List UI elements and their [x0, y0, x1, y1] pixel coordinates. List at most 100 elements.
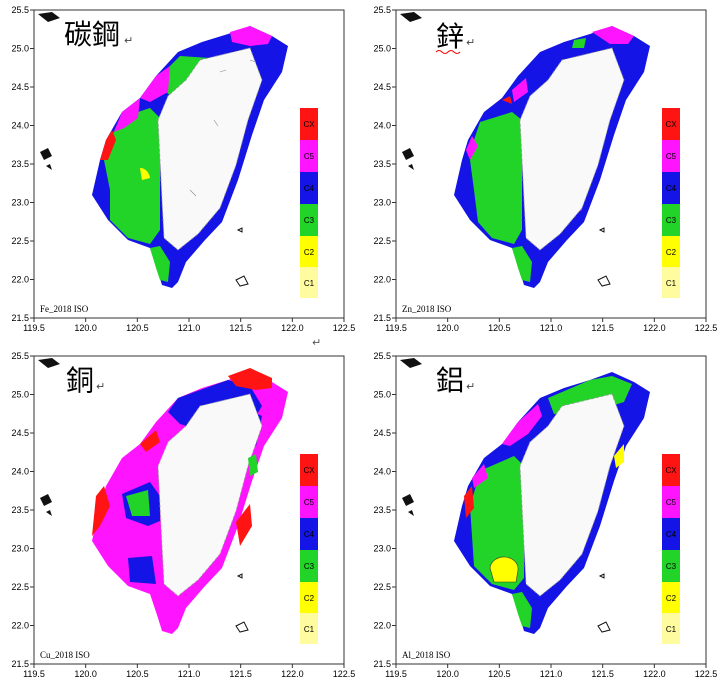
legend-bar: C1 C2 C3 C4 C5 CX — [662, 454, 680, 644]
legend-label-c4: C4 — [666, 184, 677, 193]
x-tick-label: 121.5 — [229, 323, 252, 333]
y-axis-ticks: 21.5 22.0 22.5 23.0 23.5 24.0 24.5 25.0 25.5 — [11, 351, 34, 669]
x-tick-label: 120.5 — [488, 323, 511, 333]
y-axis-ticks: 21.5 22.0 22.5 23.0 23.5 24.0 24.5 25.0 25.5 — [373, 5, 396, 323]
x-tick-label: 120.5 — [126, 669, 149, 679]
legend-bar: C1 C2 C3 C4 C5 CX — [300, 454, 318, 644]
x-tick-label: 121.0 — [178, 669, 201, 679]
legend-swatch-c3 — [300, 204, 318, 236]
x-tick-label: 122.0 — [643, 323, 666, 333]
legend-label-c5: C5 — [666, 152, 677, 161]
x-tick-label: 120.0 — [436, 669, 459, 679]
x-tick-label: 122.0 — [281, 323, 304, 333]
y-tick-label: 23.5 — [373, 159, 391, 169]
y-tick-label: 22.5 — [373, 236, 391, 246]
y-tick-label: 23.5 — [11, 505, 29, 515]
legend-label-c1: C1 — [666, 279, 677, 288]
x-tick-label: 120.0 — [74, 323, 97, 333]
x-tick-label: 121.5 — [591, 669, 614, 679]
panel-title: 碳鋼 — [64, 18, 120, 51]
spellcheck-underline — [435, 50, 461, 54]
panel-caption: Al_2018 ISO — [402, 650, 451, 660]
legend-swatch-c2 — [662, 236, 680, 267]
map-panel-cu: C1 C2 C3 C4 C5 CX 銅 ↵ Cu_2018 ISO 119.5 1… — [0, 346, 360, 688]
panel-caption: Cu_2018 ISO — [40, 650, 90, 660]
y-tick-label: 23.0 — [11, 198, 29, 208]
x-tick-label: 121.5 — [229, 669, 252, 679]
y-tick-label: 25.5 — [373, 351, 391, 361]
y-tick-label: 22.5 — [373, 582, 391, 592]
return-mark: ↵ — [312, 336, 322, 349]
y-tick-label: 23.5 — [373, 505, 391, 515]
x-tick-label: 122.5 — [333, 669, 356, 679]
legend-swatch-c1 — [662, 613, 680, 644]
legend-label-c4: C4 — [304, 184, 315, 193]
legend-bar: C1 C2 C3 C4 C5 CX — [662, 108, 680, 298]
y-tick-label: 21.5 — [11, 659, 29, 669]
legend-label-c2: C2 — [304, 594, 315, 603]
small-islands — [400, 12, 611, 287]
map-panel-fe: C1 C2 C3 C4 C5 CX 碳鋼 ↵ Fe_2018 ISO 119.5… — [0, 0, 360, 340]
legend-swatch-c4 — [662, 518, 680, 550]
y-tick-label: 24.5 — [11, 428, 29, 438]
y-tick-label: 25.5 — [11, 351, 29, 361]
panel-title: 鋅 — [436, 20, 464, 53]
y-tick-label: 21.5 — [373, 313, 391, 323]
legend-label-c1: C1 — [304, 279, 315, 288]
x-axis-ticks: 119.5 120.0 120.5 121.0 121.5 122.0 122.5 — [23, 664, 355, 679]
y-tick-label: 23.0 — [373, 544, 391, 554]
legend-swatch-cx — [300, 108, 318, 140]
x-axis-ticks: 119.5 120.0 120.5 121.0 121.5 122.0 122.5 — [385, 664, 717, 679]
legend-label-cx: CX — [665, 466, 677, 475]
taiwan-map — [92, 368, 288, 634]
legend-label-c2: C2 — [666, 248, 677, 257]
x-tick-label: 122.5 — [695, 323, 718, 333]
y-axis-ticks: 21.5 22.0 22.5 23.0 23.5 24.0 24.5 25.0 25.5 — [373, 351, 396, 669]
legend-label-c4: C4 — [304, 530, 315, 539]
legend-label-c1: C1 — [304, 625, 315, 634]
y-tick-label: 22.0 — [11, 275, 29, 285]
x-axis-ticks: 119.5 120.0 120.5 121.0 121.5 122.0 122.5 — [385, 318, 717, 333]
x-tick-label: 119.5 — [23, 669, 45, 679]
legend-swatch-c4 — [300, 172, 318, 204]
return-mark: ↵ — [466, 36, 475, 49]
legend-label-c3: C3 — [304, 562, 315, 571]
y-tick-label: 22.0 — [11, 621, 29, 631]
small-islands — [400, 358, 611, 633]
legend-label-c5: C5 — [666, 498, 677, 507]
y-tick-label: 21.5 — [373, 659, 391, 669]
panel-caption: Fe_2018 ISO — [40, 304, 89, 314]
taiwan-map — [454, 26, 650, 288]
legend-swatch-c1 — [662, 267, 680, 298]
x-tick-label: 121.0 — [540, 323, 563, 333]
legend-label-c5: C5 — [304, 152, 315, 161]
legend-label-c2: C2 — [666, 594, 677, 603]
x-axis-ticks: 119.5 120.0 120.5 121.0 121.5 122.0 122.5 — [23, 318, 355, 333]
legend-swatch-c4 — [300, 518, 318, 550]
legend-bar: C1 C2 C3 C4 C5 CX — [300, 108, 318, 298]
x-tick-label: 119.5 — [23, 323, 45, 333]
legend-swatch-c5 — [662, 140, 680, 172]
y-tick-label: 22.5 — [11, 236, 29, 246]
taiwan-map — [92, 26, 288, 288]
x-tick-label: 119.5 — [385, 323, 407, 333]
legend-swatch-cx — [662, 108, 680, 140]
y-tick-label: 24.5 — [373, 82, 391, 92]
y-tick-label: 21.5 — [11, 313, 29, 323]
legend-label-c1: C1 — [666, 625, 677, 634]
legend-swatch-c5 — [662, 486, 680, 518]
panel-title: 銅 — [66, 364, 94, 397]
legend-label-cx: CX — [303, 120, 315, 129]
legend-swatch-c1 — [300, 267, 318, 298]
y-tick-label: 24.0 — [11, 467, 29, 477]
legend-swatch-c2 — [300, 582, 318, 613]
legend-swatch-cx — [300, 454, 318, 486]
legend-label-c3: C3 — [304, 216, 315, 225]
y-tick-label: 22.5 — [11, 582, 29, 592]
x-tick-label: 122.0 — [281, 669, 304, 679]
y-tick-label: 24.0 — [11, 121, 29, 131]
y-tick-label: 25.0 — [11, 390, 29, 400]
y-tick-label: 24.5 — [11, 82, 29, 92]
x-tick-label: 122.5 — [333, 323, 356, 333]
legend-label-cx: CX — [665, 120, 677, 129]
